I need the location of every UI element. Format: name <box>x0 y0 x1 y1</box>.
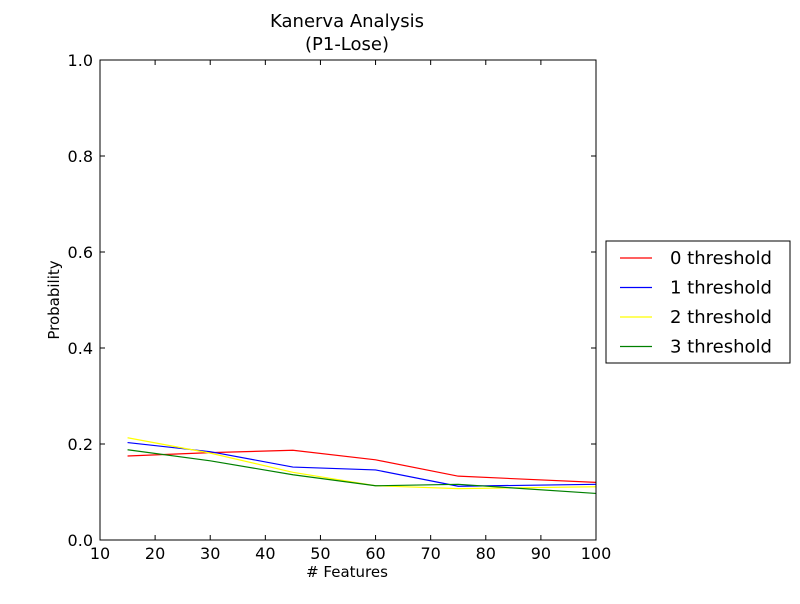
legend-box <box>605 240 791 364</box>
plot-frame <box>99 59 597 541</box>
y-tick-label: 0.0 <box>68 531 93 550</box>
chart-title: Kanerva Analysis <box>270 11 424 32</box>
legend-label-0: 0 threshold <box>670 248 772 269</box>
legend: 0 threshold 1 threshold 2 threshold 3 thres… <box>605 240 791 364</box>
y-tick-label: 0.4 <box>68 339 93 358</box>
x-tick-label: 70 <box>420 544 440 563</box>
x-tick-label: 80 <box>476 544 496 563</box>
series-line-0 <box>127 449 597 483</box>
y-axis-label: Probability <box>45 260 63 339</box>
chart-subtitle: (P1-Lose) <box>305 34 389 55</box>
plot-area: 10 20 30 40 50 60 70 80 90 100 0.0 0.2 0.4 0.6 0.8 1.0 <box>68 51 612 563</box>
x-tick-label: 60 <box>365 544 385 563</box>
x-tick-label: 100 <box>581 544 612 563</box>
y-tick-label: 0.6 <box>68 243 93 262</box>
legend-label-2: 2 threshold <box>670 307 772 328</box>
series-line-3 <box>127 449 597 495</box>
y-tick-label: 0.2 <box>68 435 93 454</box>
x-tick-label: 40 <box>255 544 275 563</box>
x-axis-label: # Features <box>306 563 388 581</box>
series-line-2 <box>127 437 597 490</box>
legend-label-1: 1 threshold <box>670 278 772 299</box>
x-tick-label: 90 <box>531 544 551 563</box>
x-tick-label: 30 <box>200 544 220 563</box>
x-tick-label: 20 <box>145 544 165 563</box>
y-tick-label: 0.8 <box>68 147 93 166</box>
x-tick-label: 50 <box>310 544 330 563</box>
legend-label-3: 3 threshold <box>670 337 772 358</box>
y-tick-label: 1.0 <box>68 51 93 70</box>
x-tick-label: 10 <box>90 544 110 563</box>
